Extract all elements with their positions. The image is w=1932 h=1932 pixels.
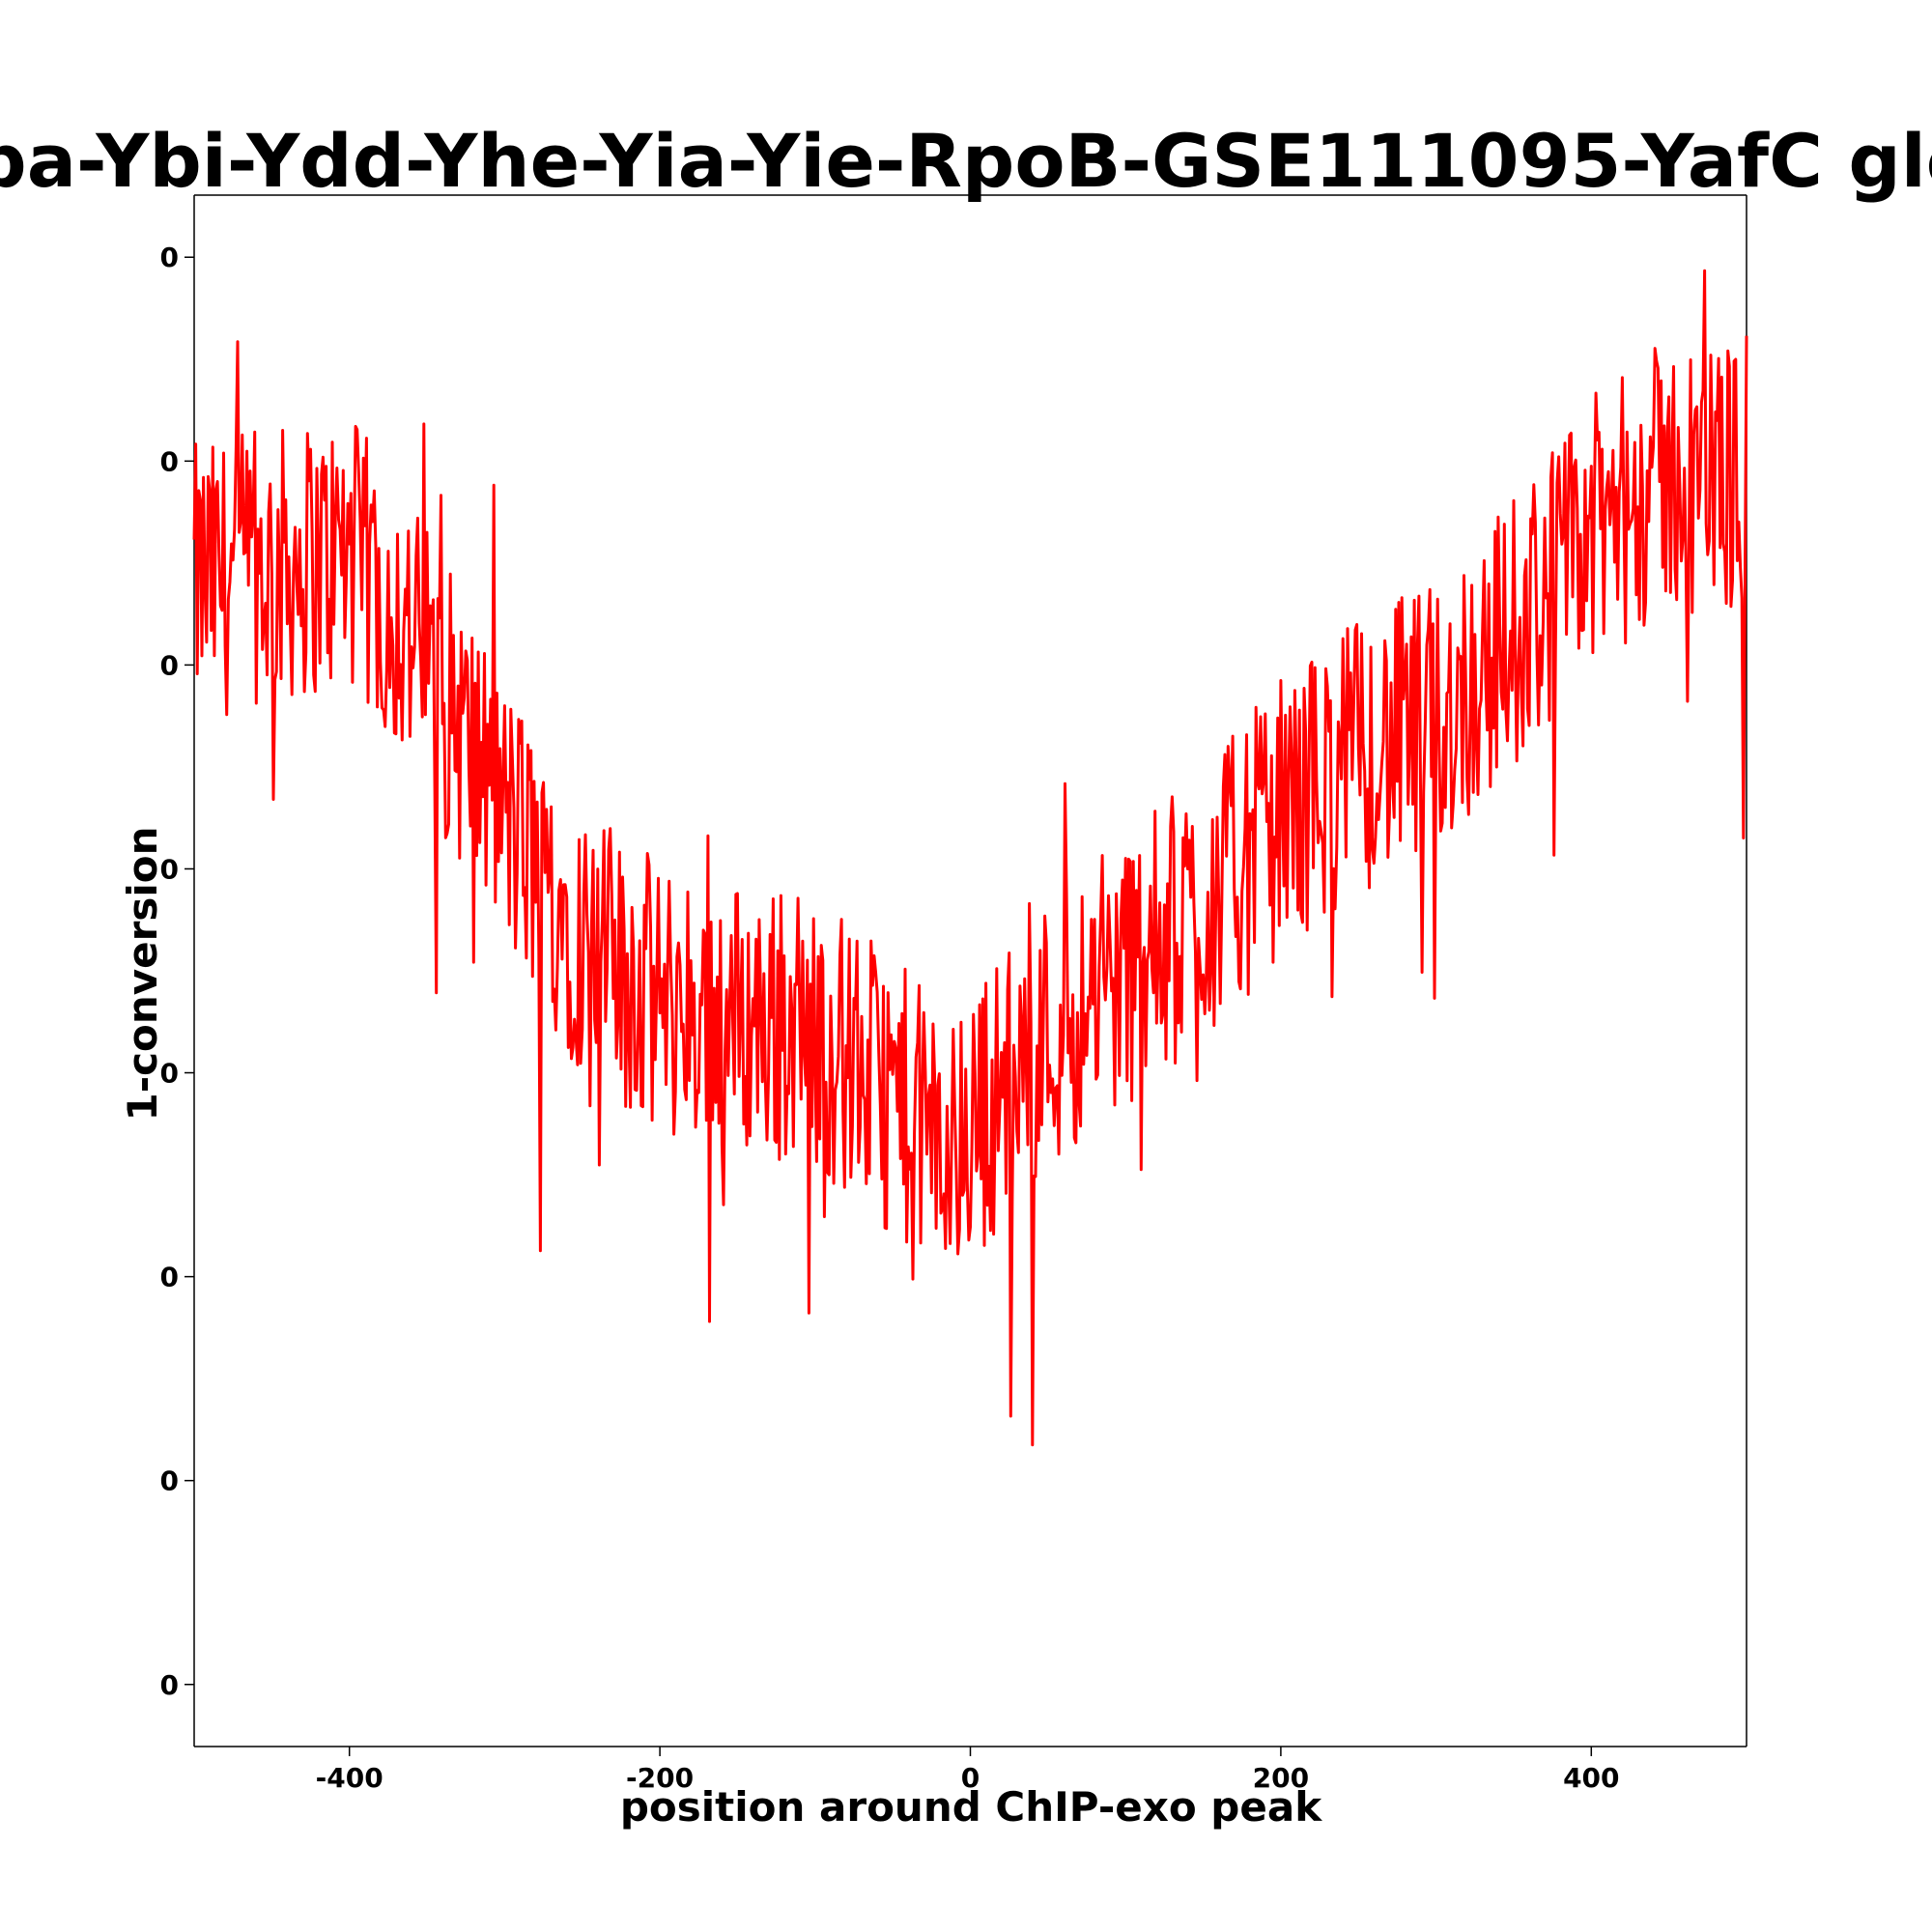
y-tick-label: 0 (160, 1465, 179, 1497)
y-tick-label: 0 (160, 242, 179, 273)
y-axis-label: 1-conversion (119, 826, 166, 1121)
plot-area (192, 194, 1748, 1747)
y-tick-label: 0 (160, 445, 179, 477)
chart-title: Yba-Ybi-Ydd-Yhe-Yia-Yie-RpoB-GSE111095-Y… (0, 118, 1932, 204)
y-axis-ticks: 0 0 0 0 0 0 0 0 (160, 242, 194, 1701)
line-series (192, 269, 1748, 1447)
x-axis-label: position around ChIP-exo peak (620, 1783, 1322, 1831)
y-tick-label: 0 (160, 1669, 179, 1701)
x-tick-label: 400 (1563, 1762, 1619, 1794)
x-tick-label: 200 (1253, 1762, 1309, 1794)
x-tick-label: -400 (316, 1762, 384, 1794)
x-tick-label: 0 (961, 1762, 980, 1794)
y-tick-label: 0 (160, 853, 179, 885)
y-tick-label: 0 (160, 1058, 179, 1090)
x-tick-label: -200 (626, 1762, 694, 1794)
series-line (192, 269, 1748, 1447)
x-axis-ticks: -400 -200 0 200 400 (316, 1747, 1620, 1794)
y-tick-label: 0 (160, 649, 179, 681)
y-tick-label: 0 (160, 1262, 179, 1293)
